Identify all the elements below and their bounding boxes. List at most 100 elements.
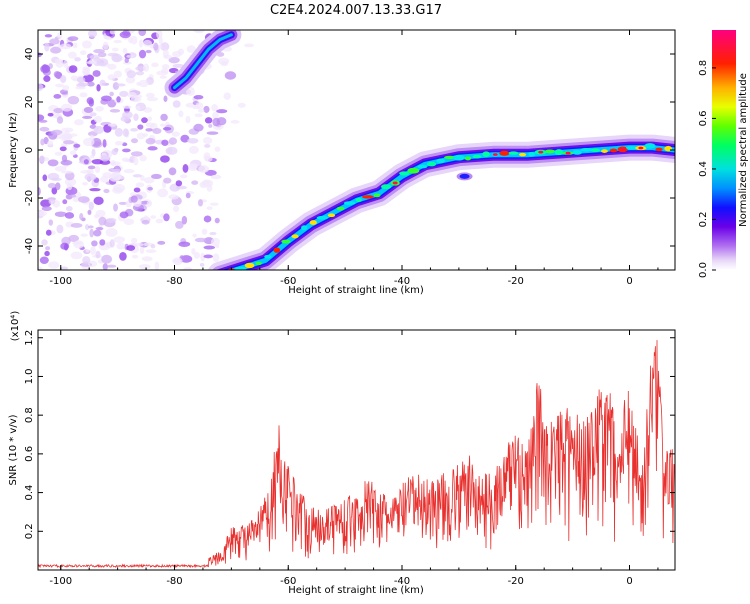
noise-speck xyxy=(163,213,170,222)
noise-speck xyxy=(153,42,159,51)
noise-speck xyxy=(206,206,213,211)
noise-speck xyxy=(66,182,73,191)
spectrogram-y-tick-label: 0 xyxy=(24,147,35,153)
noise-speck xyxy=(203,152,211,161)
noise-speck xyxy=(78,82,89,87)
snr-series-line xyxy=(38,340,675,569)
noise-speck xyxy=(201,228,208,235)
noise-speck xyxy=(89,59,95,64)
noise-speck xyxy=(67,95,80,105)
noise-speck xyxy=(186,86,195,96)
noise-speck xyxy=(39,126,50,132)
noise-speck xyxy=(189,164,198,170)
noise-speck xyxy=(78,196,90,203)
noise-speck xyxy=(185,116,191,124)
noise-speck xyxy=(138,264,151,270)
noise-speck xyxy=(113,236,126,244)
ridge-band xyxy=(164,30,675,270)
snr-y-tick-label: 0.6 xyxy=(24,446,35,462)
ridge-core-spot xyxy=(590,148,600,153)
noise-speck xyxy=(150,244,156,249)
noise-speck xyxy=(40,199,52,208)
noise-speck xyxy=(212,253,220,263)
noise-speck xyxy=(188,145,199,154)
noise-speck xyxy=(38,266,43,270)
noise-speck xyxy=(212,111,219,120)
noise-speck xyxy=(195,102,204,110)
noise-speck xyxy=(79,50,87,56)
noise-speck xyxy=(193,252,200,259)
ridge-core-spot xyxy=(482,151,490,158)
noise-speck xyxy=(82,67,91,76)
ridge-core-spot xyxy=(343,201,356,205)
ridge-peak-spot xyxy=(492,153,498,156)
noise-speck xyxy=(128,36,133,44)
noise-speck xyxy=(84,224,90,231)
noise-speck xyxy=(127,91,137,99)
noise-speck xyxy=(145,92,155,99)
spectrogram-x-tick-label: -80 xyxy=(166,276,182,287)
noise-speck xyxy=(130,195,138,203)
noise-speck xyxy=(159,75,167,79)
snr-y-tick-label: 0.4 xyxy=(24,485,35,501)
noise-speck xyxy=(133,156,139,166)
noise-speck xyxy=(82,115,93,119)
noise-speck xyxy=(156,70,169,76)
noise-speck xyxy=(80,170,92,174)
ridge-core-spot xyxy=(444,155,456,160)
noise-speck xyxy=(130,138,139,144)
noise-speck xyxy=(160,155,170,163)
noise-speck xyxy=(38,210,47,217)
snr-x-tick-label: -60 xyxy=(280,576,296,587)
noise-speck xyxy=(67,36,79,42)
noise-speck xyxy=(109,160,117,167)
noise-speck xyxy=(216,109,228,114)
ridge-core-spot xyxy=(309,220,317,226)
noise-speck xyxy=(126,70,137,79)
noise-speck xyxy=(181,215,188,225)
noise-speck xyxy=(95,250,101,259)
noise-speck xyxy=(102,263,108,270)
noise-speck xyxy=(180,134,190,143)
noise-speck xyxy=(145,137,156,145)
noise-speck xyxy=(186,45,196,53)
noise-speck xyxy=(87,225,94,229)
noise-speck xyxy=(147,146,158,151)
spectrogram-panel: -100 -80 -60 -40 -20 0 -40 -20 0 20 40 Height of … xyxy=(8,29,676,296)
spectrogram-x-tick-label: -60 xyxy=(280,276,296,287)
noise-speck xyxy=(109,30,116,35)
noise-speck xyxy=(112,187,124,194)
noise-speck xyxy=(152,127,162,135)
noise-speck xyxy=(111,47,119,52)
noise-speck xyxy=(179,174,188,179)
noise-speck xyxy=(209,231,217,236)
noise-speck xyxy=(126,54,134,58)
noise-speck xyxy=(122,105,132,109)
noise-speck xyxy=(147,116,152,122)
ridge-core-spot xyxy=(625,146,638,150)
noise-speck xyxy=(204,117,213,124)
noise-speck xyxy=(160,113,168,122)
noise-speck xyxy=(175,180,183,187)
ridge-core-spot xyxy=(508,151,519,155)
ridge-core-spot xyxy=(373,193,381,198)
noise-speck xyxy=(53,94,62,99)
noise-speck xyxy=(38,119,48,123)
noise-speck xyxy=(72,42,78,49)
ridge-peak-spot xyxy=(638,146,644,150)
noise-speck xyxy=(145,128,153,132)
noise-speck xyxy=(203,254,213,259)
noise-speck xyxy=(65,206,73,212)
noise-speck xyxy=(70,75,79,81)
noise-speck xyxy=(203,136,213,145)
spectrogram-y-tick-label: -20 xyxy=(24,190,35,206)
noise-speck xyxy=(60,266,69,270)
noise-speck xyxy=(87,81,95,87)
noise-speck xyxy=(230,120,240,124)
noise-speck xyxy=(178,110,184,118)
noise-speck xyxy=(88,98,94,107)
noise-speck xyxy=(48,219,54,226)
ridge-core-spot xyxy=(655,147,663,152)
snr-x-tick-label: 0 xyxy=(626,576,632,587)
